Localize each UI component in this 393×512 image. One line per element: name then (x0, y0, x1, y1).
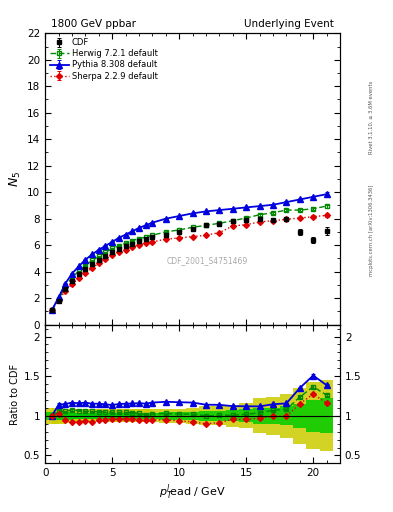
Bar (79, 410, 92, 422)
Bar (293, 388, 307, 443)
Bar (65, 410, 79, 422)
Legend: CDF, Herwig 7.2.1 default, Pythia 8.308 default, Sherpa 2.2.9 default: CDF, Herwig 7.2.1 default, Pythia 8.308 … (48, 37, 160, 82)
Bar (92, 413, 105, 419)
Bar (139, 410, 152, 422)
Text: CDF_2001_S4751469: CDF_2001_S4751469 (167, 256, 248, 265)
Bar (59, 409, 72, 423)
Bar (159, 409, 173, 423)
Bar (45, 408, 59, 424)
Bar (119, 413, 132, 419)
Bar (293, 404, 307, 428)
Y-axis label: Ratio to CDF: Ratio to CDF (9, 364, 20, 424)
Bar (320, 380, 333, 452)
Bar (72, 410, 85, 422)
Bar (45, 412, 59, 420)
Bar (266, 397, 280, 435)
Bar (307, 400, 320, 432)
Y-axis label: $N_5$: $N_5$ (8, 171, 23, 187)
Bar (253, 398, 266, 433)
Text: Underlying Event: Underlying Event (244, 19, 334, 29)
Bar (159, 412, 173, 420)
Bar (139, 413, 152, 419)
Bar (85, 410, 99, 422)
Bar (186, 408, 199, 424)
Bar (320, 398, 333, 433)
Bar (112, 413, 126, 419)
Bar (112, 410, 126, 422)
Bar (199, 407, 213, 425)
X-axis label: $p_T^l\!$ead / GeV: $p_T^l\!$ead / GeV (159, 482, 226, 502)
Bar (213, 407, 226, 425)
Bar (59, 412, 72, 420)
Bar (85, 413, 99, 419)
Text: 1800 GeV ppbar: 1800 GeV ppbar (51, 19, 136, 29)
Bar (52, 412, 65, 420)
Bar (213, 411, 226, 420)
Bar (72, 413, 85, 419)
Bar (173, 409, 186, 423)
Bar (105, 410, 119, 422)
Bar (226, 404, 239, 427)
Bar (99, 410, 112, 422)
Bar (146, 410, 159, 422)
Bar (126, 413, 139, 419)
Bar (132, 413, 146, 419)
Bar (239, 410, 253, 422)
Text: Rivet 3.1.10, ≥ 3.6M events: Rivet 3.1.10, ≥ 3.6M events (369, 81, 374, 155)
Bar (266, 408, 280, 424)
Bar (79, 413, 92, 419)
Bar (199, 411, 213, 420)
Bar (52, 408, 65, 424)
Bar (307, 382, 320, 449)
Bar (132, 410, 146, 422)
Text: mcplots.cern.ch [arXiv:1306.3436]: mcplots.cern.ch [arXiv:1306.3436] (369, 185, 374, 276)
Bar (239, 403, 253, 429)
Bar (280, 407, 293, 425)
Bar (280, 394, 293, 438)
Bar (146, 413, 159, 419)
Bar (253, 408, 266, 424)
Bar (105, 413, 119, 419)
Bar (92, 410, 105, 422)
Bar (226, 410, 239, 421)
Bar (99, 413, 112, 419)
Bar (186, 412, 199, 420)
Bar (126, 410, 139, 422)
Bar (119, 410, 132, 422)
Bar (65, 413, 79, 419)
Bar (173, 412, 186, 420)
